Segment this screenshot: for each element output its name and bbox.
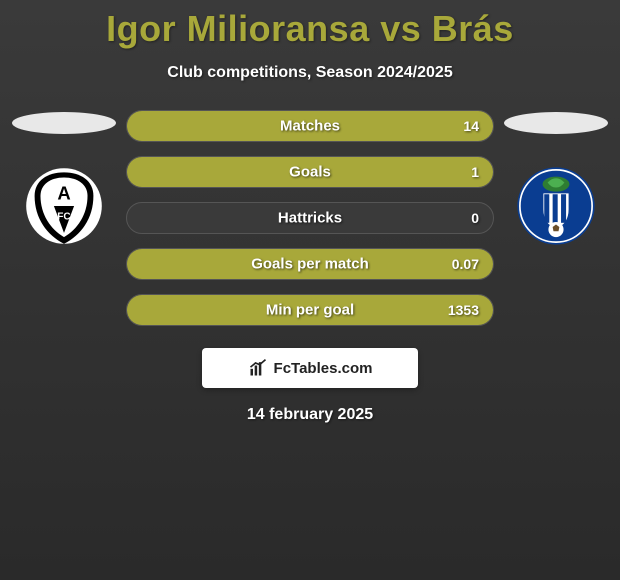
stat-value: 1: [471, 164, 479, 180]
stat-label: Matches: [280, 118, 340, 135]
page-title: Igor Milioransa vs Brás: [0, 0, 620, 50]
chart-icon: [248, 358, 268, 378]
stat-label: Goals per match: [251, 256, 369, 273]
left-player-placeholder: [12, 112, 116, 134]
date-label: 14 february 2025: [0, 406, 620, 424]
right-team-crest: [506, 164, 606, 248]
stat-row-goals: Goals 1: [126, 156, 494, 188]
svg-text:A: A: [57, 182, 70, 203]
stats-bars: Matches 14 Goals 1 Hattricks 0 Goals per…: [120, 110, 500, 326]
shield-icon: [506, 164, 606, 248]
shield-icon: A FC: [14, 164, 114, 248]
stat-value: 0: [471, 210, 479, 226]
stat-value: 0.07: [452, 256, 479, 272]
stat-row-matches: Matches 14: [126, 110, 494, 142]
right-player-placeholder: [504, 112, 608, 134]
stat-row-hattricks: Hattricks 0: [126, 202, 494, 234]
stat-label: Min per goal: [266, 302, 354, 319]
stat-label: Goals: [289, 164, 331, 181]
subtitle: Club competitions, Season 2024/2025: [0, 64, 620, 82]
stat-value: 14: [463, 118, 479, 134]
stat-row-mpg: Min per goal 1353: [126, 294, 494, 326]
stat-row-gpm: Goals per match 0.07: [126, 248, 494, 280]
brand-label: FcTables.com: [274, 360, 373, 377]
svg-text:FC: FC: [57, 211, 70, 222]
left-team-column: A FC: [8, 110, 120, 248]
stat-label: Hattricks: [278, 210, 342, 227]
stat-value: 1353: [448, 302, 479, 318]
left-team-crest: A FC: [14, 164, 114, 248]
brand-badge[interactable]: FcTables.com: [202, 348, 418, 388]
right-team-column: [500, 110, 612, 248]
stats-area: A FC Matches 14 Goals 1 Hattricks 0 Goal…: [0, 110, 620, 326]
